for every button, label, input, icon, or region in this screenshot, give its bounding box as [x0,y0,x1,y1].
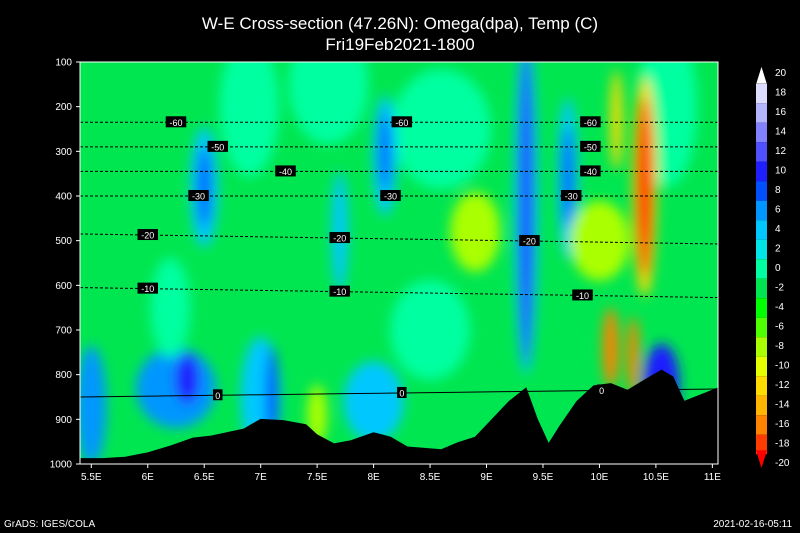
contour-label: -10 [576,291,589,301]
y-tick-label: 400 [55,192,72,203]
colorbar-label: 10 [775,166,787,177]
contour-label: 0 [599,386,604,396]
colorbar-label: 12 [775,146,787,157]
colorbar-swatch [756,122,767,143]
contour-label: -20 [333,234,346,244]
colorbar-label: -18 [775,439,790,450]
y-axis: 100 200 300 400 500 600 700 800 900 1000 [50,58,80,471]
y-tick-label: 600 [55,281,72,292]
contour-label: -40 [279,167,292,177]
colorbar-swatch [756,317,767,338]
colorbar-label: -14 [775,400,790,411]
colorbar-label: 6 [775,205,781,216]
colorbar-label: 14 [775,127,787,138]
contour-label: -10 [333,287,346,297]
colorbar-swatch [756,376,767,396]
colorbar-label: -10 [775,361,790,372]
colorbar-label: -20 [775,458,790,469]
terrain-layer [80,369,718,464]
y-tick-label: 200 [55,102,72,113]
colorbar-swatch [756,434,767,455]
colorbar-swatch [756,337,767,357]
colorbar-label: -6 [775,322,784,333]
y-tick-label: 1000 [50,460,73,471]
colorbar-label: 16 [775,107,787,118]
colorbar-label: 2 [775,244,781,255]
colorbar-swatch [756,298,767,318]
x-tick-label: 10.5E [643,472,669,483]
contour-label: -30 [565,192,578,202]
colorbar-swatch [756,356,767,377]
colorbar-swatch [756,161,767,182]
contour-label: -10 [141,284,154,294]
y-tick-label: 100 [55,58,72,69]
y-tick-label: 300 [55,147,72,158]
colorbar-swatch [756,181,767,201]
contour-label: -50 [584,142,597,152]
colorbar-top-arrow [755,65,768,84]
plot-frame [79,61,719,465]
contour-label: 0 [215,391,220,401]
colorbar-label: -8 [775,341,784,352]
x-tick-label: 9.5E [533,472,554,483]
colorbar-label: -12 [775,380,790,391]
x-axis: 5.5E 6E 6.5E 7E 7.5E 8E 8.5E 9E 9.5E 10E 10.5E 11E [81,464,721,483]
terrain [80,369,718,464]
y-tick-label: 700 [55,326,72,337]
contour-label: 0 [399,388,404,398]
x-tick-label: 7E [255,472,268,483]
colorbar-swatch [756,395,767,416]
colorbar-label: 4 [775,224,781,235]
contour-label: -60 [584,118,597,128]
contour-label: -60 [395,118,408,128]
colorbar-swatch [756,200,767,221]
chart-title: W-E Cross-section (47.26N): Omega(dpa), … [201,14,599,33]
colorbar-label: 18 [775,88,787,99]
x-tick-label: 8E [367,472,380,483]
contour-label: -30 [192,192,205,202]
colorbar-label: 0 [775,263,781,274]
contour-label: -20 [141,231,154,241]
colorbar-swatch [756,220,767,240]
footer-credit: GrADS: IGES/COLA [4,519,96,530]
colorbar-swatch [756,239,767,260]
contour-labels: -60 -60 -60 -50 -50 -40 -40 -30 -30 -30 -20 -20 -20 -… [137,116,607,401]
chart-subtitle: Fri19Feb2021-1800 [325,35,475,54]
x-tick-label: 6E [142,472,155,483]
contour-label: -20 [523,237,536,247]
colorbar-swatch [756,103,767,123]
colorbar-swatch [756,415,767,435]
colorbar-label: -4 [775,302,784,313]
x-tick-label: 5.5E [81,472,102,483]
contour-label: -30 [384,192,397,202]
x-tick-label: 9E [480,472,493,483]
y-tick-label: 500 [55,236,72,247]
temperature-contours [80,121,718,398]
colorbar-label: 8 [775,185,781,196]
x-tick-label: 6.5E [194,472,215,483]
y-tick-label: 900 [55,415,72,426]
contour-label: -50 [211,142,224,152]
footer-timestamp: 2021-02-16-05:11 [713,519,792,530]
contour-label: -40 [584,167,597,177]
colorbar-swatch [756,259,767,279]
colorbar-bottom-arrow [756,450,767,468]
colorbar-swatch [756,278,767,299]
x-tick-label: 11E [704,472,721,483]
colorbar-label: -16 [775,419,790,430]
colorbar-label: 20 [775,68,787,79]
temp-contour-minus10 [80,287,718,299]
temp-contour-minus20 [80,233,718,245]
contour-label: -60 [169,118,182,128]
colorbar-swatch [756,83,767,104]
colorbar-swatch [756,142,767,162]
x-tick-label: 8.5E [420,472,441,483]
colorbar: 20181614121086420-2-4-6-8-10-12-14-16-18… [755,65,790,469]
colorbar-label: -2 [775,283,784,294]
y-tick-label: 800 [55,370,72,381]
x-tick-label: 7.5E [307,472,328,483]
x-tick-label: 10E [591,472,609,483]
